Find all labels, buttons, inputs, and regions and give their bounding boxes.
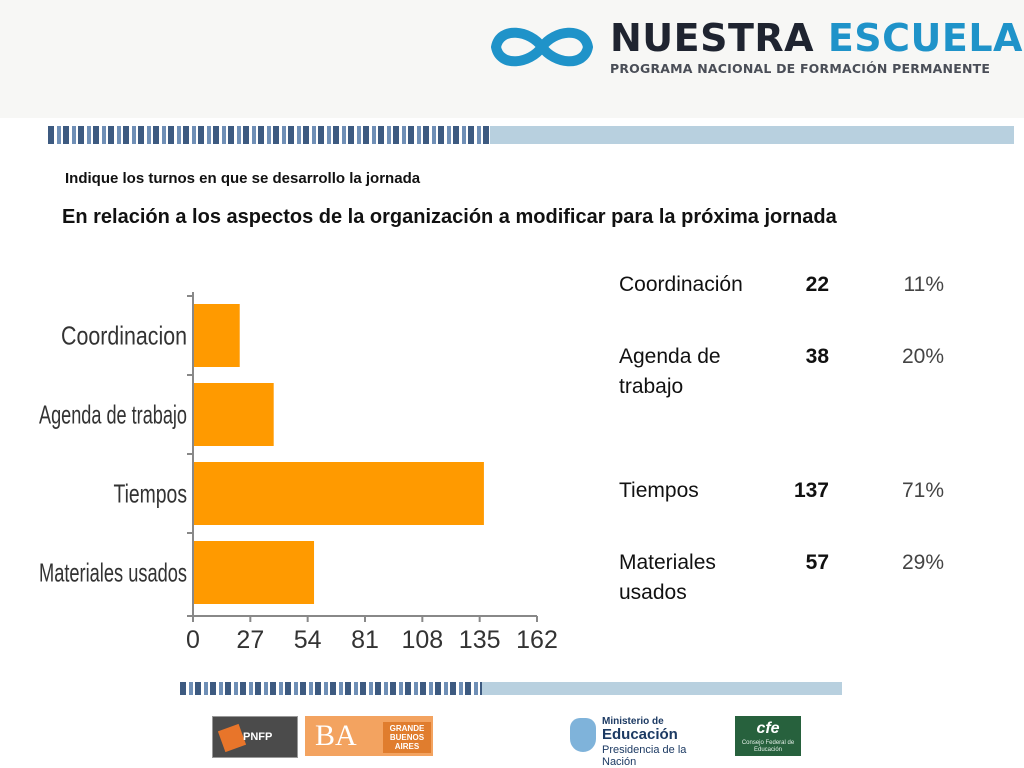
pnfp-logo: PNFP [212,716,298,758]
stats-label: Coordinación [619,273,743,296]
bar [194,304,240,367]
ba-text: BA [315,719,357,752]
stats-percent: 20% [901,345,944,368]
ba-subtext: GRANDE BUENOS AIRES [383,722,431,753]
x-tick-label: 54 [294,626,322,654]
national-shield-icon [570,718,596,752]
stats-percent: 11% [903,273,944,296]
stats-label: Materiales usados [619,551,716,604]
ministerio-line1: Ministerio de [602,716,664,727]
infinity-logo-icon [491,27,593,67]
category-label: Coordinacion [61,321,187,351]
question-subtitle: Indique los turnos en que se desarrollo … [65,170,421,187]
nuestra-escuela-logo: NUESTRA ESCUELA PROGRAMA NACIONAL DE FOR… [486,18,1023,76]
bar [194,541,315,604]
cfe-logo: cfe Consejo Federal de Educación [735,716,801,756]
x-tick-label: 27 [236,626,264,654]
x-tick-label: 135 [459,626,501,654]
logo-title: NUESTRA ESCUELA [610,19,1023,57]
ministerio-line2: Educación [602,726,678,743]
x-tick-label: 108 [401,626,443,654]
bar [194,383,274,446]
footer-logos: PNFP BA GRANDE BUENOS AIRES Ministerio d… [0,708,1024,768]
stats-percent: 71% [901,479,944,502]
stats-count: 137 [793,479,829,502]
logo-title-main: NUESTRA [610,15,815,60]
category-label: Materiales usados [39,558,187,588]
bar [194,462,484,525]
top-divider-stripe [48,126,1014,144]
pnfp-mark-icon [217,723,247,753]
stats-count: 57 [805,551,829,574]
stats-label: Agenda de trabajo [619,345,721,398]
cfe-text: cfe [756,720,780,737]
bottom-divider-stripe [180,682,842,695]
category-label: Tiempos [114,479,188,509]
logo-subtitle: PROGRAMA NACIONAL DE FORMACIÓN PERMANENT… [610,60,991,76]
slide-heading: En relación a los aspectos de la organiz… [62,206,837,228]
stats-percent: 29% [901,551,944,574]
stats-count: 22 [805,273,829,296]
ba-logo: BA GRANDE BUENOS AIRES [305,716,433,756]
x-tick-label: 162 [516,626,558,654]
logo-title-accent: ESCUELA [827,15,1023,60]
bar-chart: Coordinacion Agenda de trabajo Tiempos Mate… [39,292,558,654]
cfe-subtext: Consejo Federal de Educación [741,740,795,753]
x-tick-label: 81 [351,626,379,654]
pnfp-text: PNFP [243,731,273,743]
ministerio-line3: Presidencia de la Nación [602,744,687,768]
stats-count: 38 [805,345,829,368]
category-label: Agenda de trabajo [39,400,187,430]
ministerio-logo: Ministerio de Educación Presidencia de l… [570,716,720,768]
x-tick-label: 0 [186,626,200,654]
stats-label: Tiempos [619,479,699,502]
